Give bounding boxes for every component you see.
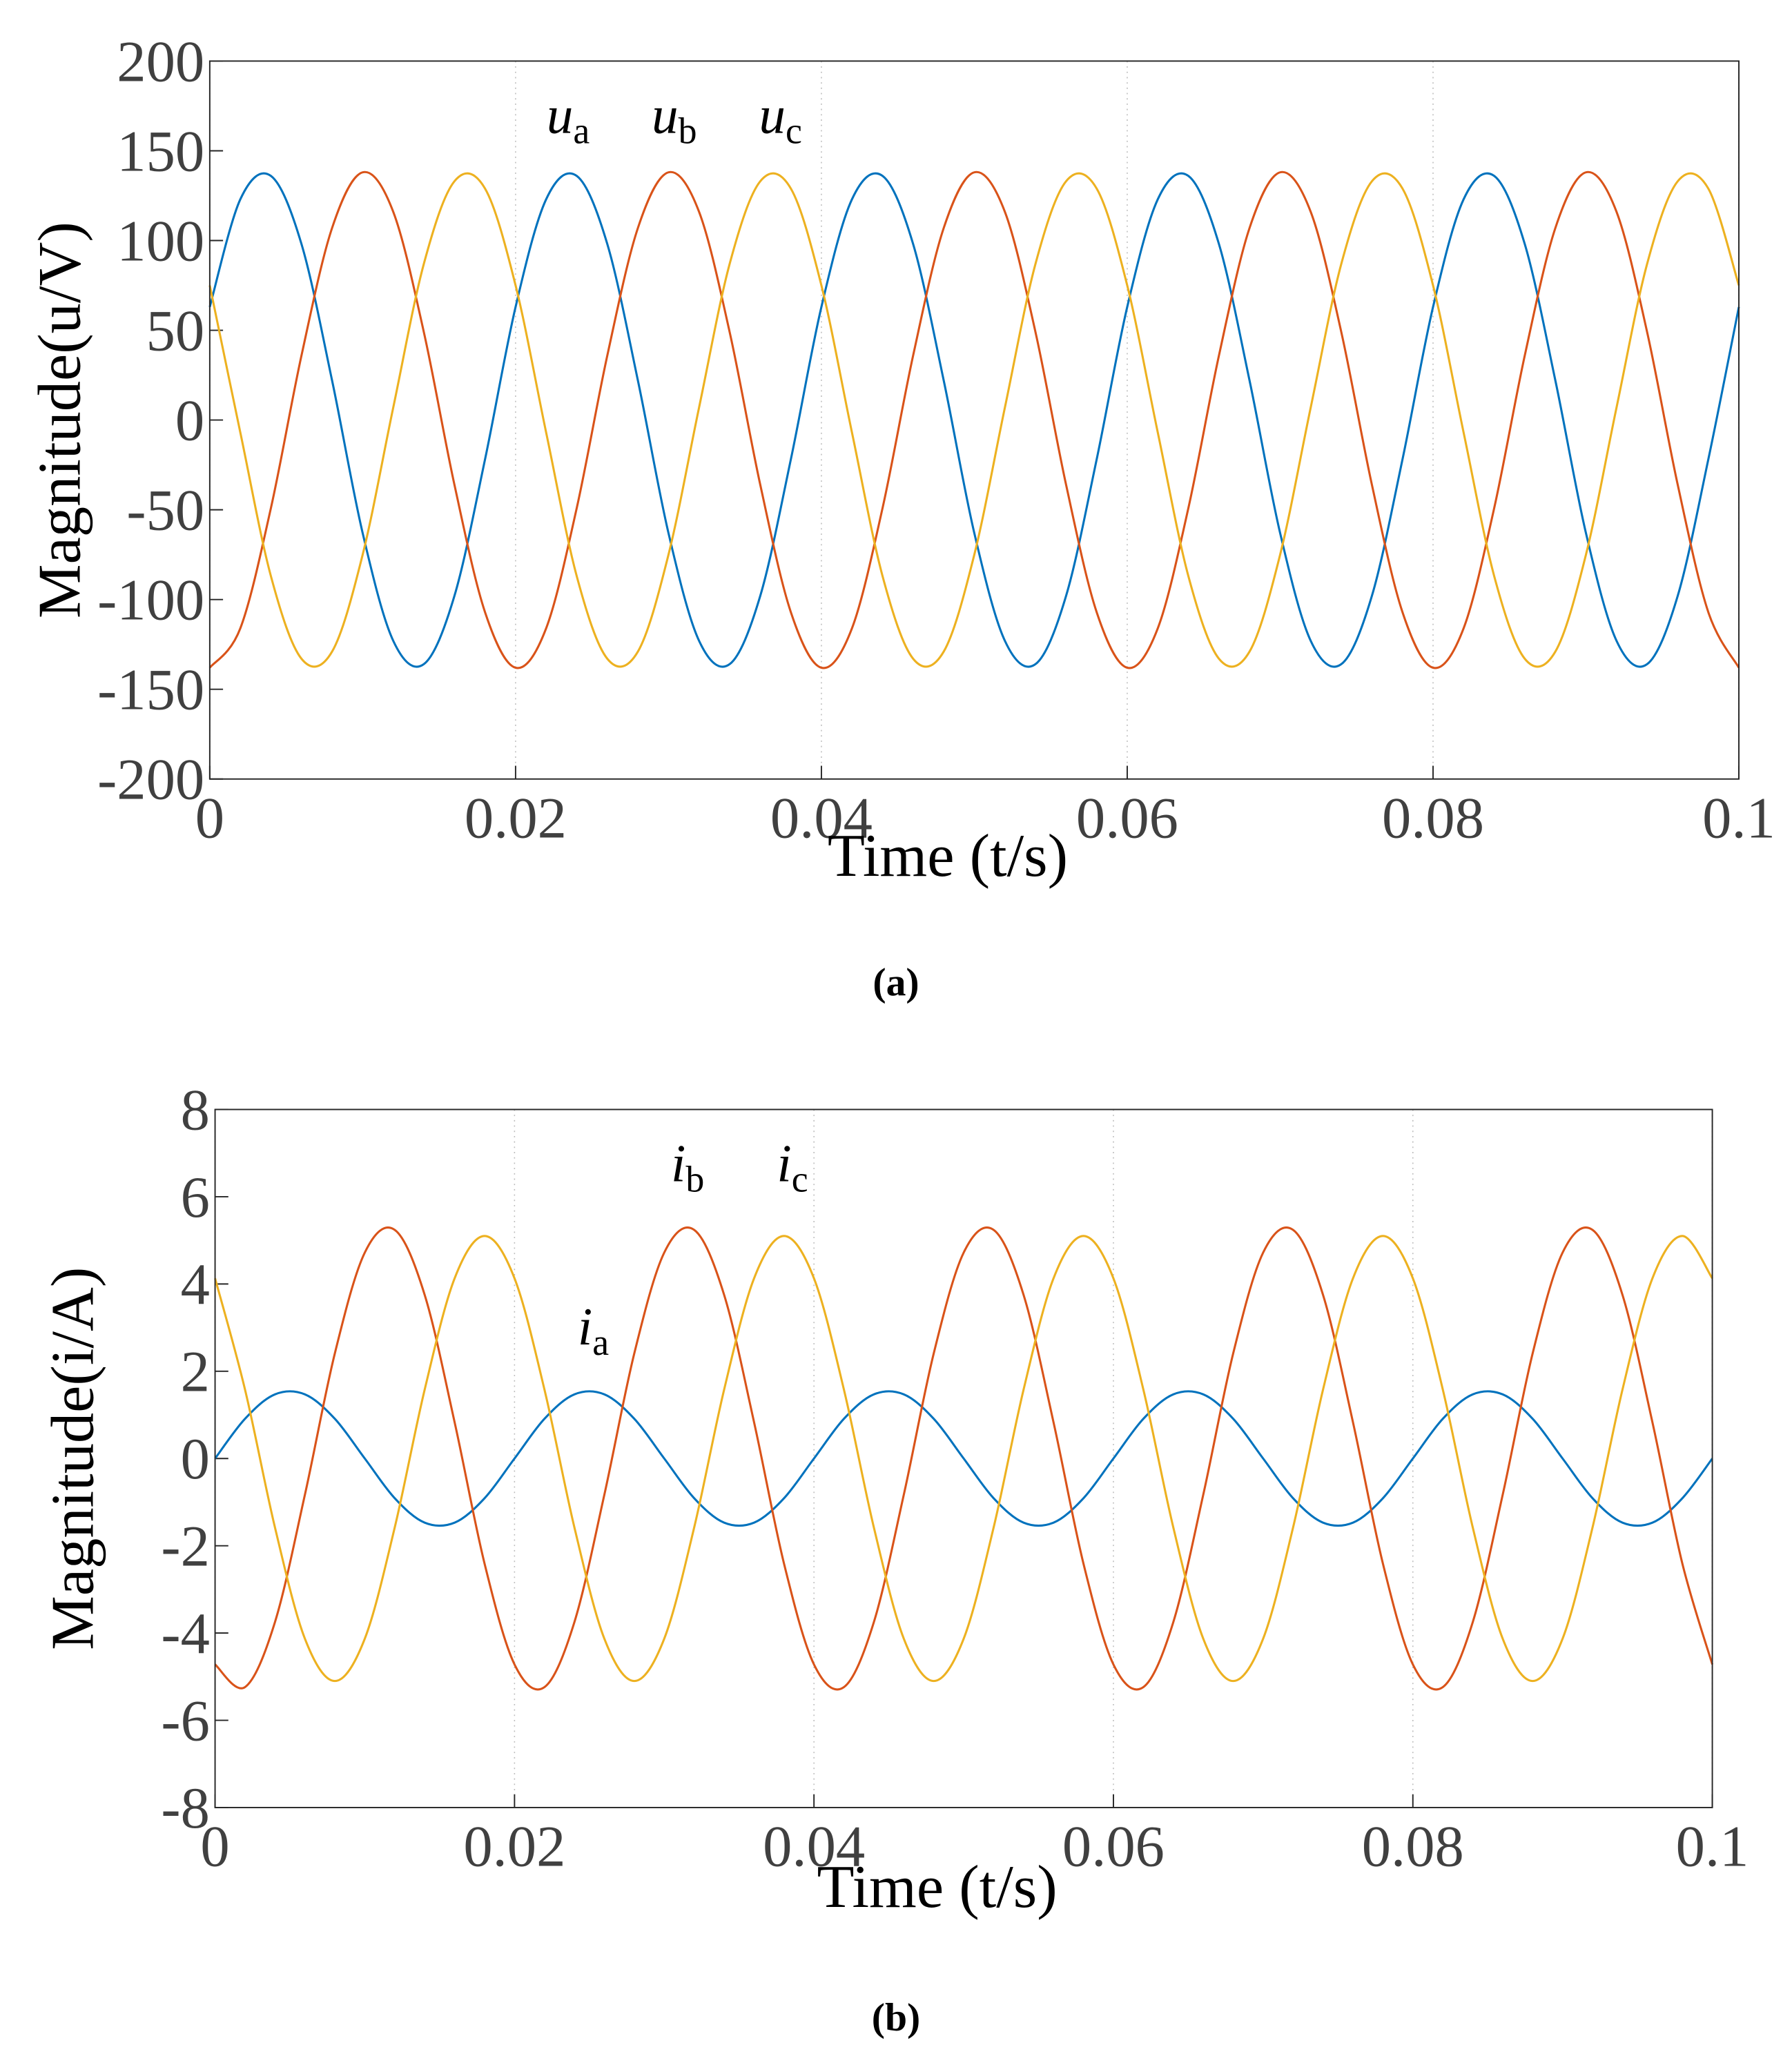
y-tick-label: -2 bbox=[161, 1515, 209, 1579]
y-tick-label: -4 bbox=[161, 1602, 209, 1666]
x-tick-label: 0.02 bbox=[465, 786, 567, 850]
x-tick-label: 0.02 bbox=[463, 1815, 565, 1879]
y-axis-label: Magnitude(u/V) bbox=[26, 222, 93, 618]
series-label-sub: b bbox=[679, 110, 697, 152]
y-tick-label: -6 bbox=[161, 1689, 209, 1753]
series-label-var: u bbox=[547, 85, 573, 144]
y-tick-label: 0 bbox=[175, 389, 204, 453]
y-tick-label: 150 bbox=[117, 119, 204, 184]
x-tick-label: 0 bbox=[195, 786, 224, 850]
series-label: uc bbox=[759, 85, 802, 151]
y-tick-label: 0 bbox=[181, 1427, 210, 1491]
y-tick-label: 6 bbox=[181, 1166, 210, 1230]
y-axis-label: Magnitude(i/A) bbox=[39, 1267, 107, 1650]
x-tick-label: 0.04 bbox=[770, 786, 873, 850]
y-tick-label: -200 bbox=[97, 748, 204, 812]
y-tick-label: 50 bbox=[146, 299, 205, 363]
plot-frame bbox=[208, 60, 1740, 780]
series-label-sub: c bbox=[792, 1159, 808, 1200]
series-label-var: i bbox=[578, 1297, 592, 1356]
x-tick-label: 0.06 bbox=[1076, 786, 1178, 850]
series-line bbox=[208, 172, 1740, 668]
x-axis-label: Time (t/s) bbox=[817, 1853, 1058, 1921]
series-label-sub: b bbox=[685, 1159, 704, 1200]
series-line bbox=[208, 172, 1740, 668]
y-tick-label: 8 bbox=[181, 1078, 210, 1142]
x-tick-label: 0.1 bbox=[1676, 1815, 1749, 1879]
x-tick-label: 0.1 bbox=[1702, 786, 1775, 850]
y-tick-label: -150 bbox=[97, 658, 204, 723]
series-label-var: u bbox=[759, 85, 786, 144]
y-tick-label: -50 bbox=[126, 478, 204, 542]
series-label: ic bbox=[777, 1133, 808, 1200]
x-tick-label: 0.08 bbox=[1362, 1815, 1464, 1879]
series-line bbox=[208, 170, 1740, 669]
y-tick-label: 100 bbox=[117, 209, 204, 273]
series-label: ub bbox=[652, 85, 697, 151]
x-tick-label: 0.08 bbox=[1382, 786, 1484, 850]
series-line bbox=[214, 1226, 1714, 1691]
y-tick-label: 200 bbox=[117, 30, 204, 94]
series-label-var: u bbox=[652, 85, 678, 144]
series-label-sub: a bbox=[573, 110, 590, 152]
y-tick-label: 4 bbox=[181, 1253, 210, 1317]
caption: (a) bbox=[873, 961, 919, 1004]
series-line bbox=[214, 1390, 1713, 1527]
series-label-sub: c bbox=[786, 110, 802, 152]
y-tick-label: -8 bbox=[161, 1777, 209, 1841]
series-label-var: i bbox=[777, 1133, 791, 1193]
plot-area bbox=[209, 61, 1740, 779]
series-line bbox=[214, 1235, 1713, 1683]
y-tick-label: 2 bbox=[181, 1340, 210, 1405]
caption: (b) bbox=[872, 1996, 920, 2039]
series-label: ia bbox=[578, 1297, 609, 1363]
plot-frame bbox=[214, 1108, 1713, 1808]
series-label-sub: a bbox=[592, 1322, 609, 1363]
series-label-var: i bbox=[671, 1133, 685, 1193]
series-label: ib bbox=[671, 1133, 704, 1200]
x-axis-label: Time (t/s) bbox=[828, 822, 1068, 890]
x-tick-label: 0.04 bbox=[763, 1815, 865, 1879]
x-tick-label: 0 bbox=[200, 1815, 229, 1879]
y-tick-label: -100 bbox=[97, 569, 204, 633]
series-label: ua bbox=[547, 85, 590, 151]
x-tick-label: 0.06 bbox=[1062, 1815, 1165, 1879]
